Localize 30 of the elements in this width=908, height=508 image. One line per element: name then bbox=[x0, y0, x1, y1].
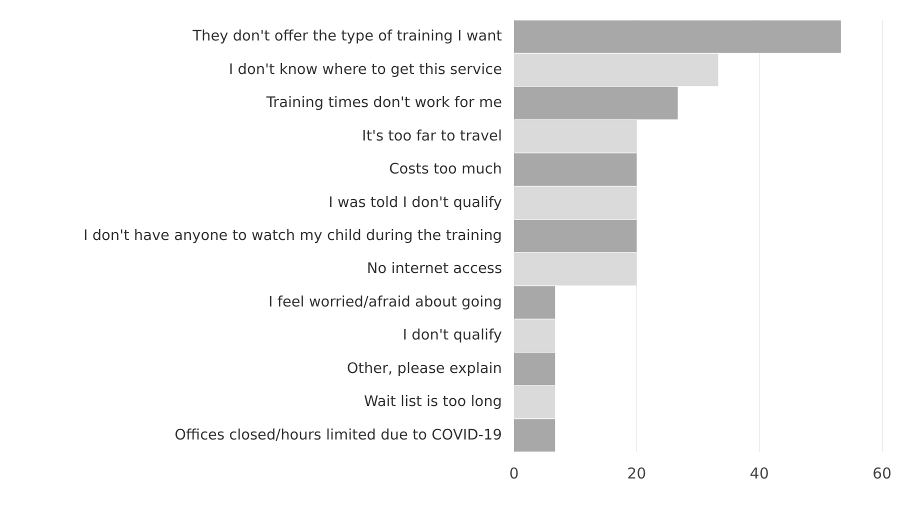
bar bbox=[514, 252, 637, 286]
y-tick-label: I don't know where to get this service bbox=[228, 62, 502, 78]
bar bbox=[514, 386, 556, 418]
bar bbox=[514, 186, 637, 220]
x-tick-label: 40 bbox=[750, 464, 769, 482]
y-tick-label: Training times don't work for me bbox=[265, 95, 502, 112]
bar bbox=[514, 419, 556, 452]
bar bbox=[514, 54, 718, 86]
bar bbox=[514, 120, 637, 153]
x-tick-label: 60 bbox=[872, 464, 892, 482]
y-tick-label: They don't offer the type of training I want bbox=[192, 28, 502, 45]
x-tick-label: 20 bbox=[627, 464, 646, 482]
y-tick-label: Costs too much bbox=[389, 162, 502, 178]
y-tick-label: I was told I don't qualify bbox=[328, 194, 502, 211]
bar bbox=[514, 319, 556, 352]
x-tick-label: 0 bbox=[509, 464, 519, 482]
y-tick-label: No internet access bbox=[366, 261, 502, 278]
y-tick-label: Other, please explain bbox=[346, 360, 502, 377]
bar bbox=[514, 220, 637, 252]
bar bbox=[514, 20, 841, 53]
y-tick-label: I don't have anyone to watch my child during the training bbox=[83, 228, 502, 244]
y-tick-label: Wait list is too long bbox=[364, 394, 502, 410]
y-tick-label: I don't qualify bbox=[402, 328, 502, 344]
y-tick-label: It's too far to travel bbox=[362, 128, 502, 144]
y-tick-label: Offices closed/hours limited due to COVID-19 bbox=[174, 427, 502, 444]
bar bbox=[514, 352, 556, 386]
bar bbox=[514, 286, 556, 319]
bar bbox=[514, 86, 678, 120]
bar bbox=[514, 153, 637, 186]
y-tick-label: I feel worried/afraid about going bbox=[268, 294, 502, 310]
